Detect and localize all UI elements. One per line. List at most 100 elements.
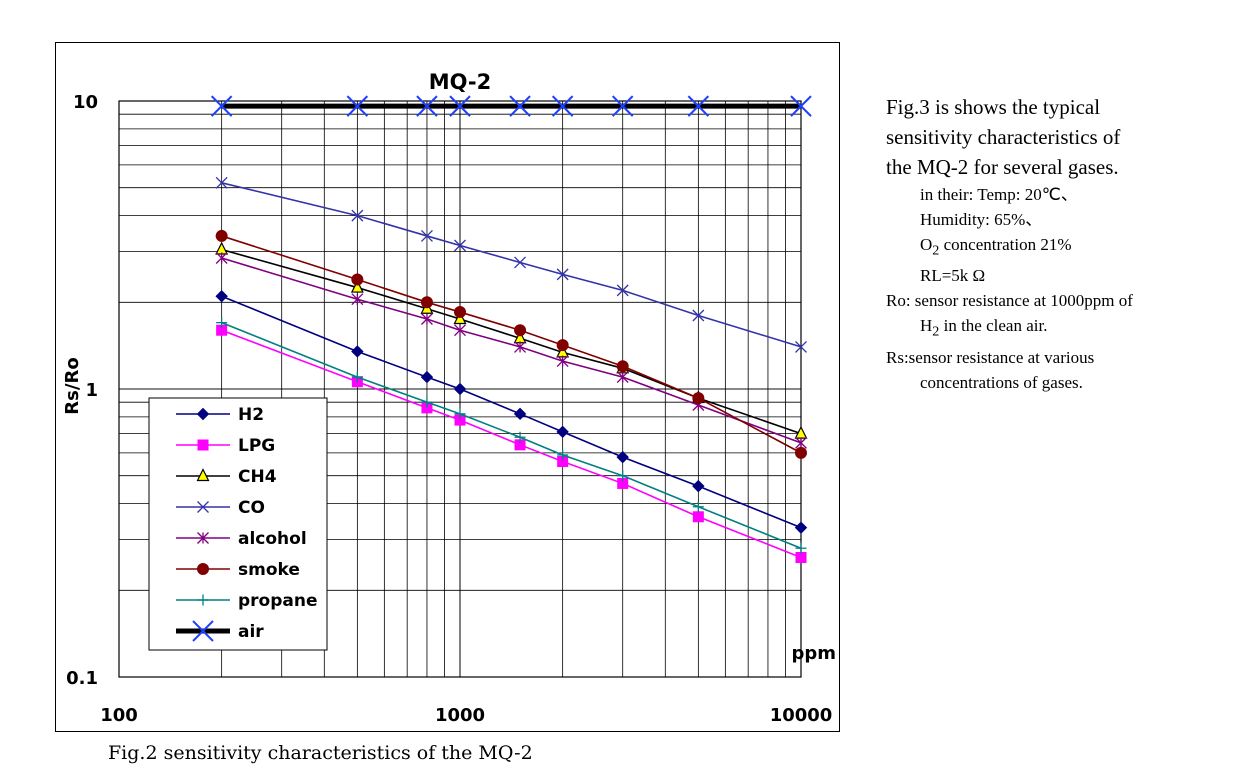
data-point <box>794 521 808 534</box>
description-line: sensitivity characteristics of <box>886 125 1121 149</box>
x-tick-label: 100 <box>100 705 138 726</box>
series-H2 <box>215 289 808 534</box>
data-point <box>351 371 363 383</box>
marker-stroke <box>790 95 812 117</box>
series-LPG <box>216 324 807 563</box>
data-point <box>556 355 569 368</box>
description: Fig.3 is shows the typical sensitivity c… <box>886 92 1133 395</box>
marker-stroke <box>449 95 471 117</box>
marker-stroke <box>215 176 228 189</box>
data-point <box>196 407 210 421</box>
grid-lines <box>118 100 802 678</box>
legend-label: CO <box>238 498 265 518</box>
data-point <box>420 229 433 242</box>
marker-stroke <box>556 268 569 281</box>
data-point <box>215 252 228 264</box>
y-tick-label: 10 <box>73 92 98 113</box>
data-point <box>210 95 233 117</box>
data-point <box>416 95 438 117</box>
data-point <box>692 479 705 493</box>
data-point <box>421 402 433 414</box>
rs-definition-cont: concentrations of gases. <box>920 372 1083 392</box>
marker-stroke <box>420 229 433 242</box>
h2-suffix: in the clean air. <box>939 316 1048 336</box>
x-tick-label: 1000 <box>435 705 485 726</box>
data-point <box>351 209 364 222</box>
data-point <box>196 468 210 482</box>
h2-subscript: 2 <box>932 323 940 340</box>
legend-label: air <box>238 622 264 642</box>
data-point <box>454 239 466 252</box>
plot-area <box>118 100 802 678</box>
marker-stroke <box>616 284 629 297</box>
legend-item: CH4 <box>176 467 277 487</box>
series-smoke <box>215 229 807 459</box>
data-point <box>197 563 209 575</box>
marker-stroke <box>351 209 364 222</box>
legend-label: propane <box>238 591 318 611</box>
data-point <box>687 95 710 117</box>
data-point <box>514 431 526 443</box>
data-point <box>350 279 364 293</box>
legend-label: alcohol <box>238 529 307 549</box>
data-point <box>454 306 466 319</box>
x-tick-label: 10000 <box>770 705 833 726</box>
condition-humidity: Humidity: 65%、 <box>920 210 1043 229</box>
x-axis-label: ppm <box>791 643 836 664</box>
data-point <box>351 273 364 286</box>
legend-item: air <box>176 620 264 642</box>
data-point <box>557 456 569 468</box>
data-point <box>692 501 704 513</box>
data-point <box>617 470 629 482</box>
series-alcohol <box>215 252 807 449</box>
ro-definition: Ro: sensor resistance at 1000ppm of <box>886 291 1133 311</box>
data-point <box>514 256 527 269</box>
data-point <box>420 370 434 384</box>
y-tick-label: 1 <box>85 380 98 401</box>
legend-label: smoke <box>238 560 300 580</box>
description-line: the MQ-2 for several gases. <box>886 155 1119 179</box>
chart-frame: MQ-2 100 1000 10000 0.1 1 10 ppm Rs/Ro H2 LPG CH4 CO… <box>55 42 840 732</box>
data-point <box>795 542 807 554</box>
data-point <box>795 340 807 353</box>
data-point <box>509 95 531 117</box>
data-point <box>556 268 569 281</box>
data-point <box>421 396 433 408</box>
o2-suffix: concentration 21% <box>939 235 1072 254</box>
series-CO <box>215 176 807 353</box>
series-line <box>221 182 802 348</box>
data-point <box>692 392 705 405</box>
data-point <box>795 436 807 449</box>
legend-item: propane <box>176 591 318 611</box>
data-point <box>557 449 569 461</box>
data-point <box>454 324 466 337</box>
data-point <box>216 317 228 329</box>
data-point <box>215 289 228 303</box>
data-point <box>215 241 229 255</box>
description-line: Fig.3 is shows the typical <box>886 95 1101 119</box>
marker-stroke <box>192 620 214 642</box>
legend-label: LPG <box>238 436 275 456</box>
data-point <box>556 339 569 352</box>
data-point <box>514 324 527 337</box>
chart-title: MQ-2 <box>429 70 491 94</box>
data-point <box>616 371 629 384</box>
data-point <box>616 450 629 464</box>
data-point <box>351 345 364 358</box>
condition-o2: O2 concentration 21% <box>886 232 1133 263</box>
o2-subscript: 2 <box>932 242 940 259</box>
legend-item: CO <box>176 498 265 518</box>
data-point <box>454 414 466 426</box>
marker-stroke <box>416 95 438 117</box>
figure-caption: Fig.2 sensitivity characteristics of the… <box>108 742 533 764</box>
o2-prefix: O <box>920 235 933 254</box>
data-point <box>215 229 228 242</box>
marker-stroke <box>687 95 710 117</box>
data-point <box>692 511 704 523</box>
legend-label: CH4 <box>238 467 277 487</box>
data-point <box>216 324 228 336</box>
data-point <box>351 293 364 306</box>
data-point <box>420 313 433 325</box>
marker-stroke <box>611 95 634 117</box>
y-tick-label: 0.1 <box>66 668 98 689</box>
